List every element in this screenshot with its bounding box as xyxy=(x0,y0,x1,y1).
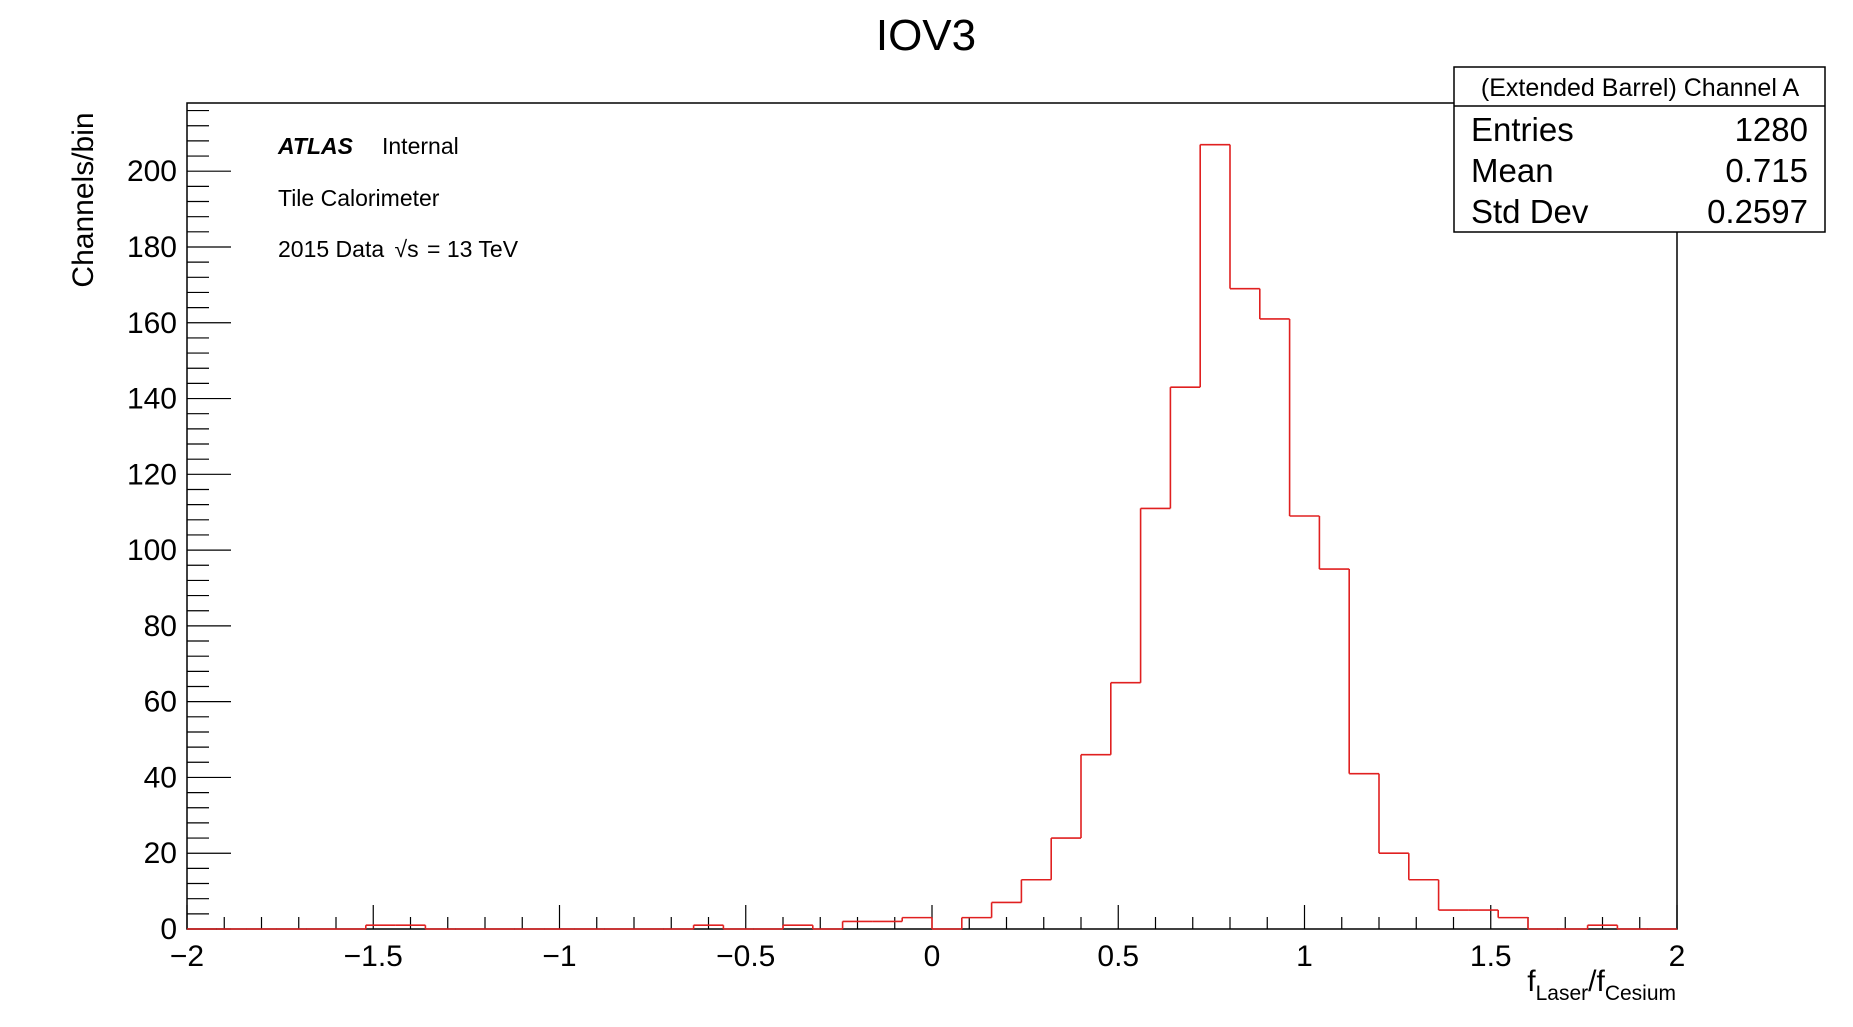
detector-label: Tile Calorimeter xyxy=(278,185,440,211)
y-tick-label: 20 xyxy=(144,837,177,870)
x-axis-title-f1: f xyxy=(1527,965,1536,998)
x-tick-label: 0.5 xyxy=(1097,940,1139,973)
stats-box: (Extended Barrel) Channel A Entries 1280… xyxy=(1453,66,1826,233)
y-tick-label: 180 xyxy=(127,231,177,264)
x-axis-tick-labels: −2 −1.5 −1 −0.5 0 0.5 1 1.5 2 xyxy=(170,940,1685,973)
dataset-root: √s xyxy=(395,236,419,262)
y-axis-tick-labels: 0 20 40 60 80 100 120 140 160 180 200 xyxy=(127,155,177,946)
stats-stddev-key: Std Dev xyxy=(1471,193,1589,230)
x-tick-label: −2 xyxy=(170,940,204,973)
stats-box-header: (Extended Barrel) Channel A xyxy=(1481,74,1800,102)
y-tick-label: 140 xyxy=(127,383,177,416)
x-tick-label: 1 xyxy=(1296,940,1313,973)
dataset-prefix: 2015 Data xyxy=(278,236,384,262)
x-tick-label: 2 xyxy=(1669,940,1686,973)
x-axis-title: fLaser/fCesium xyxy=(1527,965,1676,1005)
y-tick-label: 200 xyxy=(127,155,177,188)
histogram-bins xyxy=(187,143,1677,930)
x-tick-label: −1.5 xyxy=(344,940,403,973)
y-tick-label: 160 xyxy=(127,307,177,340)
y-tick-label: 40 xyxy=(144,761,177,794)
chart-title: IOV3 xyxy=(876,11,976,60)
dataset-suffix: = 13 TeV xyxy=(427,236,519,262)
y-tick-label: 100 xyxy=(127,534,177,567)
x-axis-title-sep: /f xyxy=(1588,965,1605,998)
x-axis-title-sub1: Laser xyxy=(1536,982,1589,1005)
y-axis-title: Channels/bin xyxy=(67,112,100,287)
x-tick-label: −1 xyxy=(542,940,576,973)
x-tick-label: 0 xyxy=(924,940,941,973)
stats-mean-value: 0.715 xyxy=(1725,152,1808,189)
dataset-label: 2015 Data √s = 13 TeV xyxy=(278,236,519,262)
atlas-label: ATLAS xyxy=(277,133,354,159)
y-tick-label: 0 xyxy=(160,913,177,946)
y-axis-ticks xyxy=(187,109,231,930)
stats-entries-key: Entries xyxy=(1471,111,1574,148)
y-tick-label: 120 xyxy=(127,458,177,491)
atlas-status-label: Internal xyxy=(382,133,459,159)
y-tick-label: 60 xyxy=(144,686,177,719)
x-tick-label: 1.5 xyxy=(1470,940,1512,973)
x-tick-label: −0.5 xyxy=(716,940,775,973)
stats-stddev-value: 0.2597 xyxy=(1707,193,1808,230)
stats-box-frame xyxy=(1453,66,1826,233)
stats-mean-key: Mean xyxy=(1471,152,1554,189)
y-tick-label: 80 xyxy=(144,610,177,643)
x-axis-title-sub2: Cesium xyxy=(1605,982,1676,1005)
stats-entries-value: 1280 xyxy=(1735,111,1808,148)
